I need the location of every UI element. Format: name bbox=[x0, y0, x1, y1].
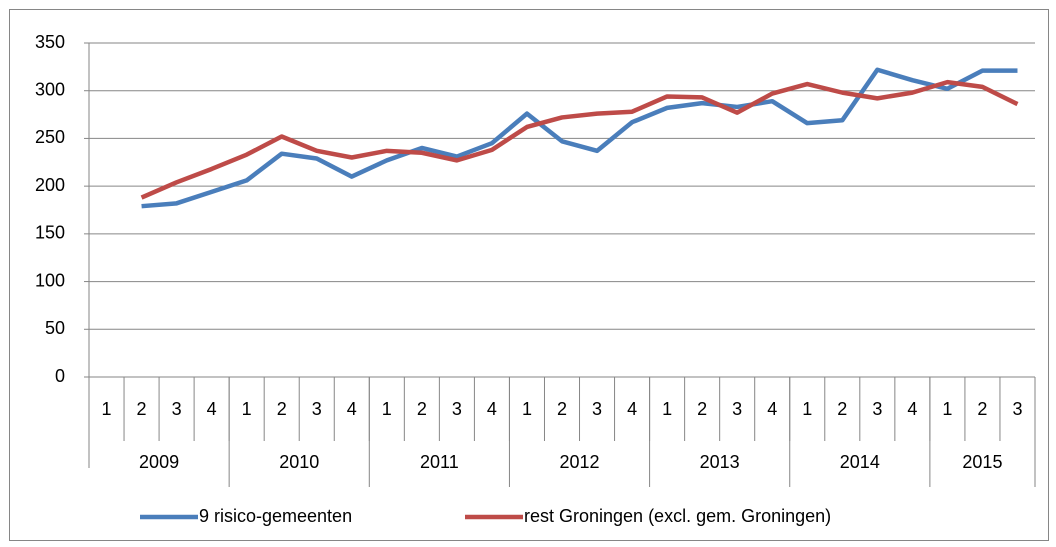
x-tick-label: 1 bbox=[382, 399, 392, 419]
x-group-label: 2014 bbox=[840, 452, 880, 472]
x-tick-label: 1 bbox=[662, 399, 672, 419]
x-group-label: 2011 bbox=[420, 452, 459, 472]
x-tick-label: 3 bbox=[592, 399, 602, 419]
x-tick-label: 4 bbox=[627, 399, 637, 419]
x-tick-label: 2 bbox=[137, 399, 147, 419]
x-tick-label: 3 bbox=[732, 399, 742, 419]
x-tick-label: 3 bbox=[872, 399, 882, 419]
y-tick-label: 300 bbox=[35, 79, 65, 99]
y-tick-label: 200 bbox=[35, 175, 65, 195]
y-tick-label: 100 bbox=[35, 270, 65, 290]
x-tick-label: 4 bbox=[907, 399, 917, 419]
x-tick-label: 1 bbox=[522, 399, 532, 419]
x-tick-label: 2 bbox=[697, 399, 707, 419]
x-group-label: 2015 bbox=[962, 452, 1002, 472]
x-tick-label: 2 bbox=[277, 399, 287, 419]
x-tick-label: 2 bbox=[417, 399, 427, 419]
x-tick-label: 3 bbox=[452, 399, 462, 419]
x-tick-label: 3 bbox=[172, 399, 182, 419]
x-group-label: 2009 bbox=[139, 452, 179, 472]
x-tick-label: 3 bbox=[1012, 399, 1022, 419]
x-tick-label: 1 bbox=[942, 399, 952, 419]
x-tick-label: 1 bbox=[102, 399, 112, 419]
y-tick-label: 250 bbox=[35, 127, 65, 147]
x-group-label: 2012 bbox=[559, 452, 599, 472]
series-line bbox=[140, 79, 1019, 200]
y-tick-label: 150 bbox=[35, 223, 65, 243]
x-group-label: 2013 bbox=[700, 452, 740, 472]
x-tick-label: 2 bbox=[557, 399, 567, 419]
x-tick-label: 3 bbox=[312, 399, 322, 419]
y-tick-label: 50 bbox=[45, 318, 65, 338]
x-group-label: 2010 bbox=[279, 452, 319, 472]
y-tick-label: 350 bbox=[35, 32, 65, 52]
x-tick-label: 4 bbox=[767, 399, 777, 419]
legend-label: 9 risico-gemeenten bbox=[199, 506, 352, 526]
series-line bbox=[141, 67, 1018, 209]
x-tick-label: 4 bbox=[347, 399, 357, 419]
x-tick-label: 2 bbox=[977, 399, 987, 419]
x-tick-label: 1 bbox=[802, 399, 812, 419]
x-tick-label: 2 bbox=[837, 399, 847, 419]
x-tick-label: 4 bbox=[207, 399, 217, 419]
x-tick-label: 4 bbox=[487, 399, 497, 419]
y-tick-label: 0 bbox=[55, 366, 65, 386]
x-tick-label: 1 bbox=[242, 399, 252, 419]
legend-label: rest Groningen (excl. gem. Groningen) bbox=[524, 506, 831, 526]
